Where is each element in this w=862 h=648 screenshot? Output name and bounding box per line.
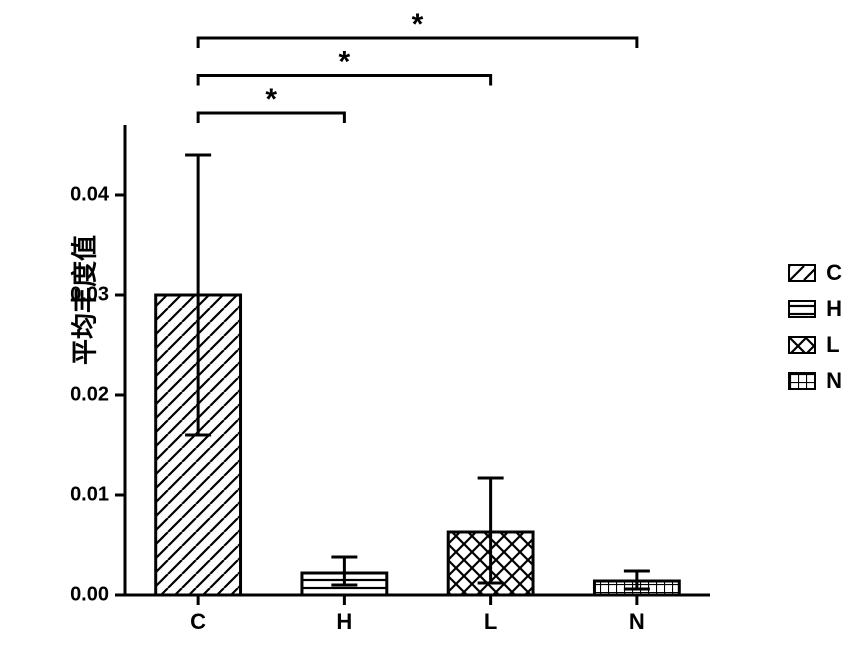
- svg-text:C: C: [190, 609, 206, 634]
- legend-label: N: [826, 368, 842, 394]
- svg-text:0.02: 0.02: [70, 383, 109, 405]
- svg-text:N: N: [629, 609, 645, 634]
- legend: CHLN: [788, 260, 842, 394]
- svg-text:H: H: [336, 609, 352, 634]
- legend-item-L: L: [788, 332, 842, 358]
- legend-item-N: N: [788, 368, 842, 394]
- svg-text:*: *: [339, 46, 351, 79]
- legend-item-H: H: [788, 296, 842, 322]
- svg-text:L: L: [484, 609, 497, 634]
- svg-text:*: *: [265, 83, 277, 116]
- legend-label: H: [826, 296, 842, 322]
- legend-label: L: [826, 332, 839, 358]
- svg-text:*: *: [412, 8, 424, 41]
- svg-text:0.00: 0.00: [70, 583, 109, 605]
- legend-item-C: C: [788, 260, 842, 286]
- bar-chart: 0.000.010.020.030.04CHLN***: [0, 0, 862, 648]
- legend-label: C: [826, 260, 842, 286]
- svg-text:0.04: 0.04: [70, 183, 110, 205]
- y-axis-title: 平均丰度值: [65, 235, 102, 365]
- chart-container: 平均丰度值 0.000.010.020.030.04CHLN*** CHLN: [0, 0, 862, 648]
- svg-text:0.01: 0.01: [70, 483, 109, 505]
